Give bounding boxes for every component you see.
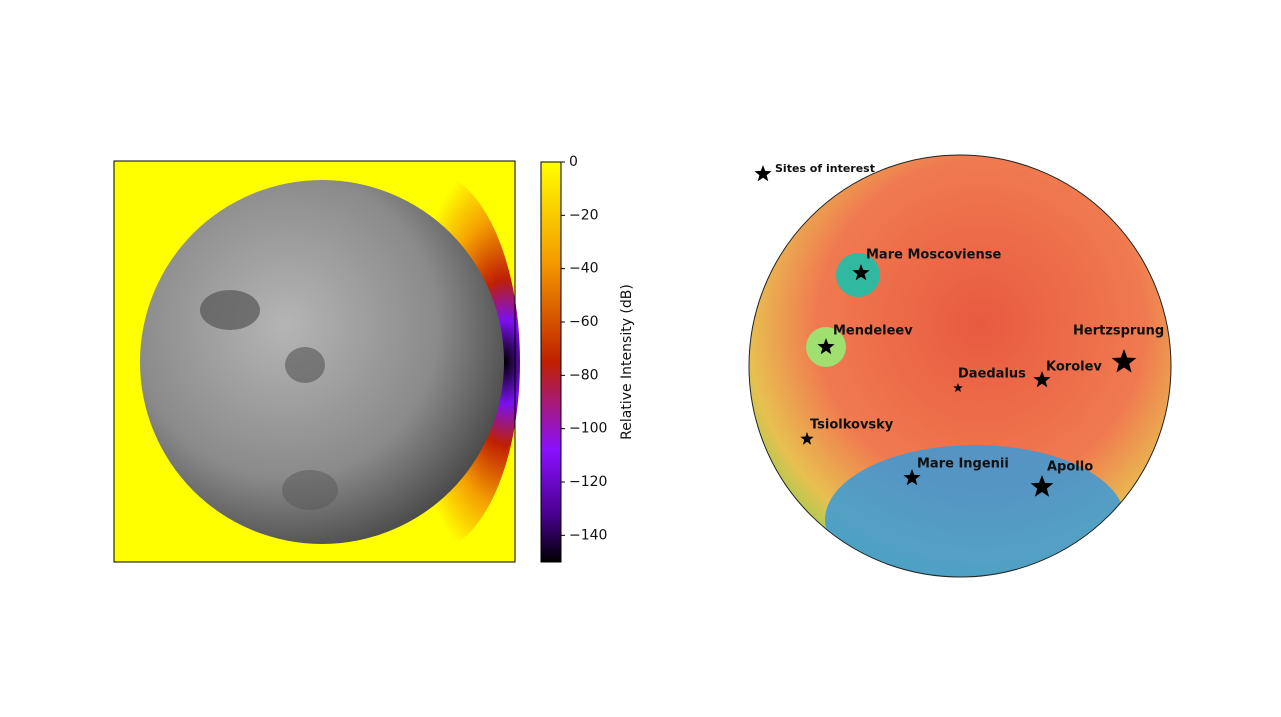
legend-star bbox=[754, 165, 772, 182]
site-label: Hertzsprung bbox=[1073, 324, 1164, 339]
colorbar-tick-label: −60 bbox=[569, 314, 599, 330]
colorbar bbox=[540, 161, 562, 563]
mare bbox=[200, 290, 260, 330]
site-label: Korolev bbox=[1046, 360, 1102, 375]
left-panel: Relative Intensity (dB) bbox=[113, 160, 635, 563]
site-label: Daedalus bbox=[958, 367, 1026, 382]
site-star bbox=[953, 383, 963, 392]
mare bbox=[282, 470, 338, 510]
legend-label: Sites of interest bbox=[775, 162, 875, 175]
site-star bbox=[852, 264, 870, 281]
site-label: Tsiolkovsky bbox=[810, 418, 894, 433]
colorbar-tick-label: −20 bbox=[569, 207, 599, 223]
colorbar-tick-label: 0 bbox=[569, 154, 578, 170]
site-star bbox=[1030, 475, 1054, 497]
site-label: Mendeleev bbox=[833, 324, 913, 339]
site-label: Mare Moscoviense bbox=[866, 248, 1001, 263]
colorbar-tick-label: −100 bbox=[569, 421, 607, 437]
site-star bbox=[800, 432, 814, 445]
colorbar-tick-label: −80 bbox=[569, 367, 599, 383]
colorbar-tick-label: −120 bbox=[569, 474, 607, 490]
site-label: Mare Ingenii bbox=[917, 457, 1009, 472]
frame bbox=[113, 160, 516, 563]
site-star bbox=[817, 338, 835, 355]
mare bbox=[285, 347, 325, 383]
site-star bbox=[1033, 371, 1051, 388]
site-label: Apollo bbox=[1047, 460, 1093, 475]
colorbar-label: Relative Intensity (dB) bbox=[619, 284, 635, 440]
site-star bbox=[1111, 349, 1137, 373]
site-star bbox=[903, 469, 921, 486]
colorbar-tick-label: −40 bbox=[569, 261, 599, 277]
map-outline bbox=[748, 154, 1172, 578]
colorbar-tick-label: −140 bbox=[569, 527, 607, 543]
